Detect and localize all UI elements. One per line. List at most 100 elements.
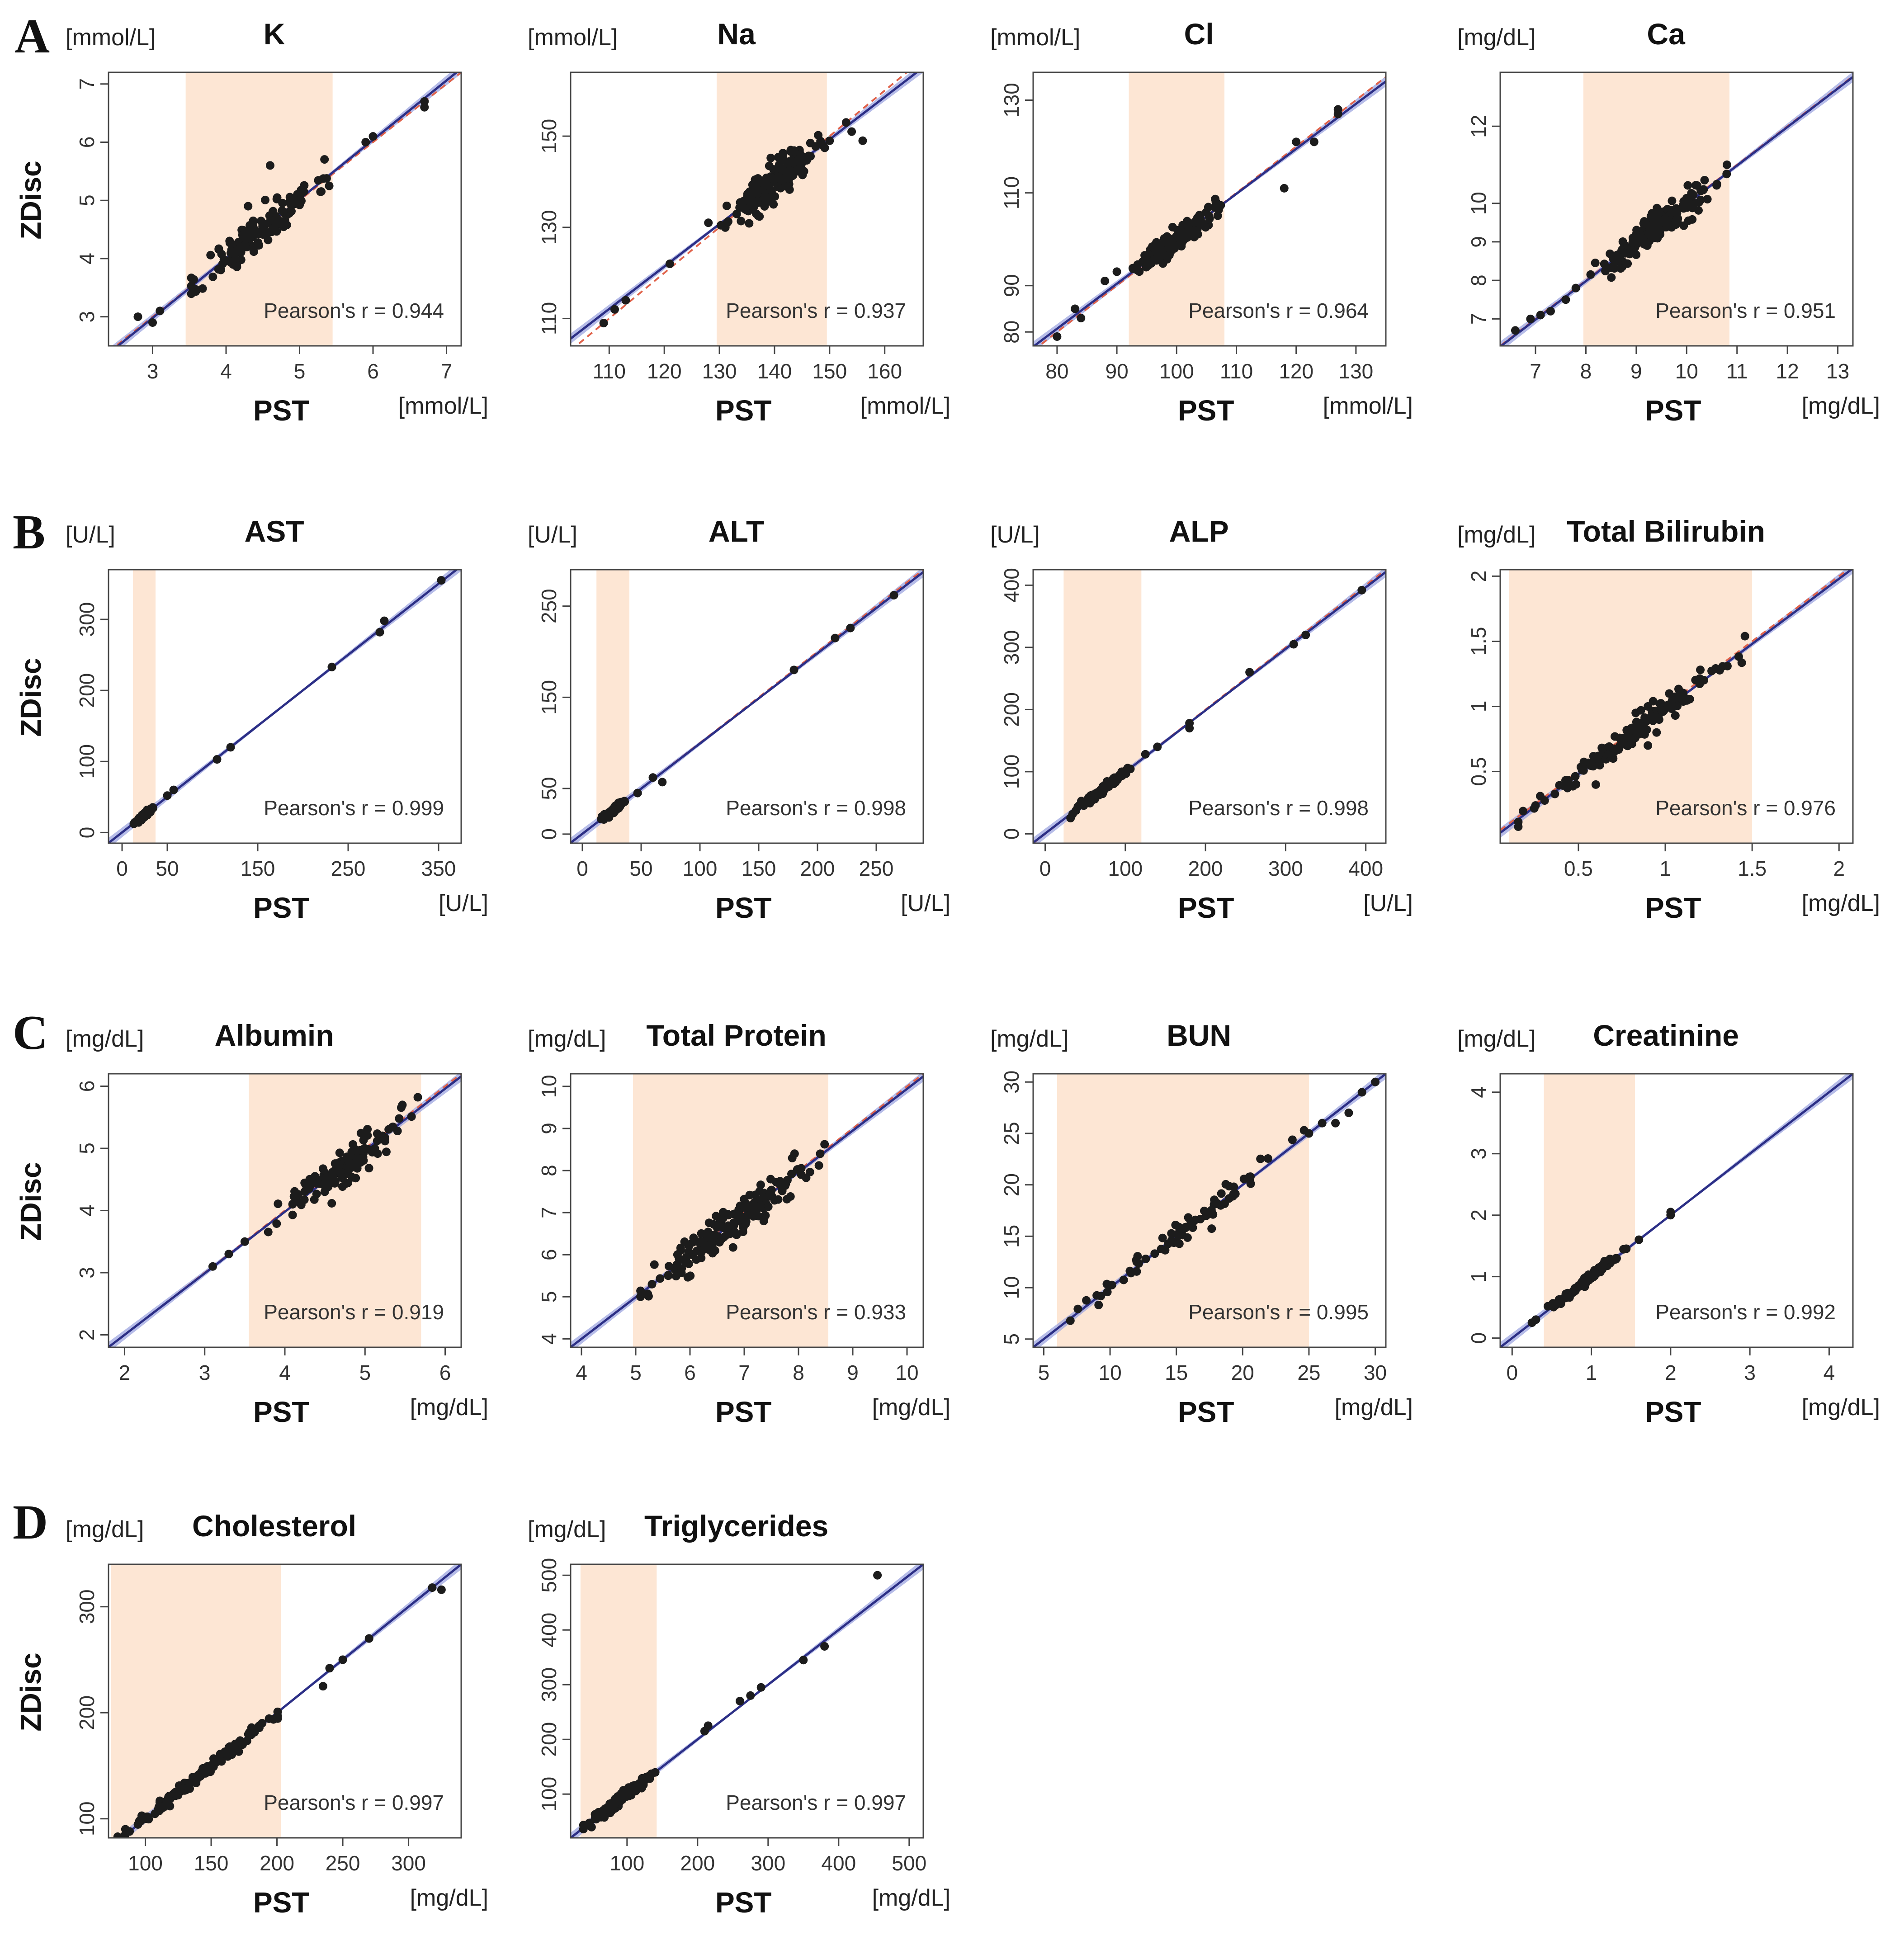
chart-cl: 80 90 100 110 120 130 80 90 110 130 Cl [mmol/L] PST [… (990, 17, 1413, 427)
data-point (712, 1212, 721, 1221)
data-point (1740, 632, 1749, 641)
data-point (1292, 137, 1301, 146)
data-points (133, 97, 429, 327)
x-tick-label: 120 (1279, 359, 1313, 383)
data-point (156, 307, 165, 316)
y-tick-label: 2 (1467, 571, 1490, 582)
data-point (1669, 221, 1678, 230)
y-unit-label: [mg/dL] (66, 1026, 144, 1052)
data-point (723, 217, 732, 226)
data-point (818, 142, 827, 151)
data-point (746, 1691, 755, 1700)
plot-frame (108, 1563, 462, 1839)
data-point (413, 1093, 422, 1102)
data-point (208, 272, 217, 281)
data-point (249, 241, 258, 250)
chart-title: Creatinine (1593, 1019, 1739, 1052)
y-unit-label: [mg/dL] (990, 1026, 1068, 1052)
data-point (1672, 694, 1681, 703)
data-point (619, 1791, 628, 1800)
data-points (579, 1571, 882, 1834)
data-point (579, 1825, 588, 1834)
data-point (125, 1827, 134, 1836)
x-tick-label: 130 (702, 359, 737, 383)
y-tick-label: 200 (75, 1695, 99, 1730)
data-point (633, 1782, 642, 1791)
x-tick-label: 100 (683, 857, 718, 880)
data-point (811, 142, 820, 151)
x-tick-label: 5 (1038, 1361, 1050, 1384)
data-point (1288, 1135, 1297, 1144)
data-point (597, 815, 606, 824)
data-point (288, 1210, 297, 1219)
data-point (1565, 1293, 1574, 1302)
data-point (1722, 160, 1731, 170)
x-tick-label: 4 (1824, 1361, 1835, 1384)
data-point (1595, 760, 1604, 769)
data-point (1357, 1088, 1366, 1097)
data-point (587, 1822, 596, 1832)
data-point (1150, 1249, 1159, 1258)
data-point (1647, 232, 1656, 241)
data-point (1245, 1172, 1254, 1181)
data-point (820, 1642, 829, 1651)
pearson-r-label: Pearson's r = 0.944 (264, 299, 444, 322)
data-point (178, 1785, 187, 1794)
y-tick-label: 25 (1000, 1122, 1023, 1145)
y-tick-label: 3 (75, 311, 99, 323)
data-point (380, 616, 389, 625)
data-point (718, 1208, 728, 1217)
data-point (1578, 764, 1587, 773)
x-tick-label: 0 (116, 857, 128, 880)
data-point (382, 1147, 391, 1157)
x-axis-label: PST (1645, 892, 1701, 924)
data-point (407, 1112, 416, 1121)
data-point (1371, 1077, 1380, 1086)
data-point (647, 1279, 657, 1289)
y-tick-label: 1.5 (1467, 627, 1490, 656)
x-tick-label: 150 (194, 1851, 229, 1875)
y-tick-label: 100 (75, 744, 99, 779)
data-point (789, 666, 798, 675)
data-point (268, 208, 277, 217)
data-point (1540, 796, 1549, 805)
y-unit-label: [U/L] (66, 522, 115, 548)
data-point (1229, 1182, 1238, 1191)
data-point (664, 1271, 673, 1280)
x-tick-label: 7 (1530, 359, 1541, 383)
x-tick-label: 400 (1348, 857, 1383, 880)
data-point (249, 219, 258, 228)
data-point (169, 785, 178, 794)
data-point (1616, 264, 1625, 273)
y-tick-label: 2 (75, 1329, 99, 1341)
data-point (380, 1133, 389, 1142)
data-point (1688, 215, 1697, 224)
chart-title: ALP (1169, 515, 1229, 548)
data-point (1202, 1211, 1211, 1220)
x-tick-label: 1 (1659, 857, 1671, 880)
x-tick-label: 7 (441, 359, 453, 383)
data-point (227, 1750, 236, 1759)
data-point (643, 1289, 652, 1298)
data-point (113, 1838, 122, 1846)
data-point (814, 131, 823, 140)
data-point (230, 250, 239, 259)
data-point (217, 1757, 226, 1766)
data-point (698, 1246, 707, 1255)
data-point (1571, 772, 1580, 781)
data-point (338, 1655, 347, 1664)
y-tick-label: 0 (1000, 828, 1023, 840)
data-point (1586, 270, 1595, 279)
data-point (639, 1777, 648, 1786)
data-point (1158, 259, 1167, 268)
data-point (761, 1211, 770, 1220)
data-point (191, 287, 200, 296)
data-point (272, 1219, 281, 1228)
y-tick-label: 80 (1000, 321, 1023, 344)
data-point (148, 318, 157, 327)
y-tick-label: 250 (537, 589, 561, 623)
chart-total-bilirubin: 0.5 1 1.5 2 0.5 1 1.5 2 Total Bilirubin [mg/dL] PS… (1457, 515, 1880, 924)
reference-range-band (249, 1074, 421, 1347)
data-point (1589, 752, 1598, 761)
data-point (841, 118, 850, 127)
